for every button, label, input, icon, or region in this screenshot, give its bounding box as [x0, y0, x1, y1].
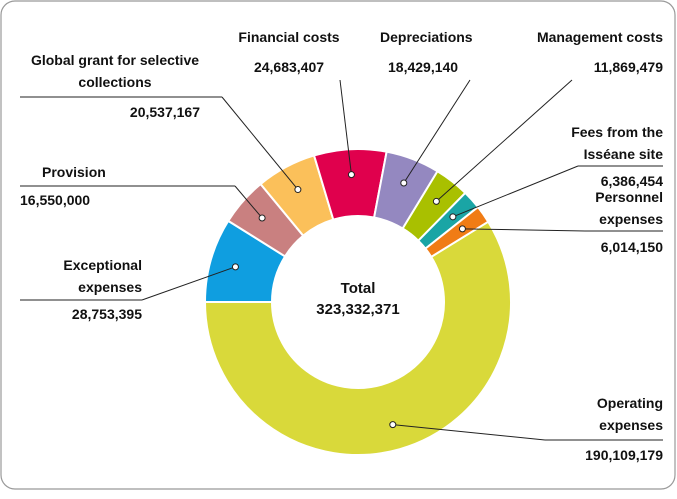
leader-line [403, 79, 471, 184]
leader-dot [449, 213, 457, 221]
category-label: Operating expenses [596, 395, 663, 433]
value-label: 20,537,167 [129, 104, 200, 120]
category-label: Personnel expenses [595, 189, 663, 227]
value-label: 190,109,179 [585, 447, 663, 463]
leader-dot [347, 171, 355, 179]
value-label: 6,014,150 [600, 239, 663, 255]
total-value: 323,332,371 [316, 301, 399, 318]
leader-line [452, 165, 579, 218]
leader-line [141, 266, 236, 301]
leader-line [436, 79, 573, 202]
value-label: 18,429,140 [388, 59, 459, 75]
leader-line [339, 79, 352, 175]
value-label: 28,753,395 [71, 306, 142, 322]
value-label: 11,869,479 [593, 59, 663, 75]
leader-dot [432, 197, 440, 205]
category-label: Financial costs [238, 29, 340, 45]
value-label: 16,550,000 [20, 192, 91, 208]
leader-line [234, 185, 263, 219]
leader-dot [389, 421, 397, 429]
category-label: Fees from the Isséane site [571, 124, 663, 162]
leader-dot [400, 179, 408, 187]
total-label: Total [341, 280, 376, 297]
leader-dot [231, 263, 239, 271]
leader-line [392, 424, 546, 441]
leader-dot [258, 214, 266, 222]
center-hole [273, 217, 443, 387]
value-label: 24,683,407 [253, 59, 325, 75]
slice [203, 220, 512, 456]
category-label: Global grant for selective collections [30, 52, 200, 90]
category-label: Exceptional expenses [63, 257, 142, 295]
category-label: Management costs [536, 29, 663, 45]
leader-line [462, 228, 586, 232]
slice [424, 205, 490, 259]
category-label: Depreciations [380, 29, 473, 45]
value-label: 6,386,454 [600, 173, 663, 189]
category-label: Provision [42, 164, 106, 180]
leader-line [221, 96, 299, 190]
leader-dot [294, 186, 302, 194]
leader-dot [458, 225, 466, 233]
